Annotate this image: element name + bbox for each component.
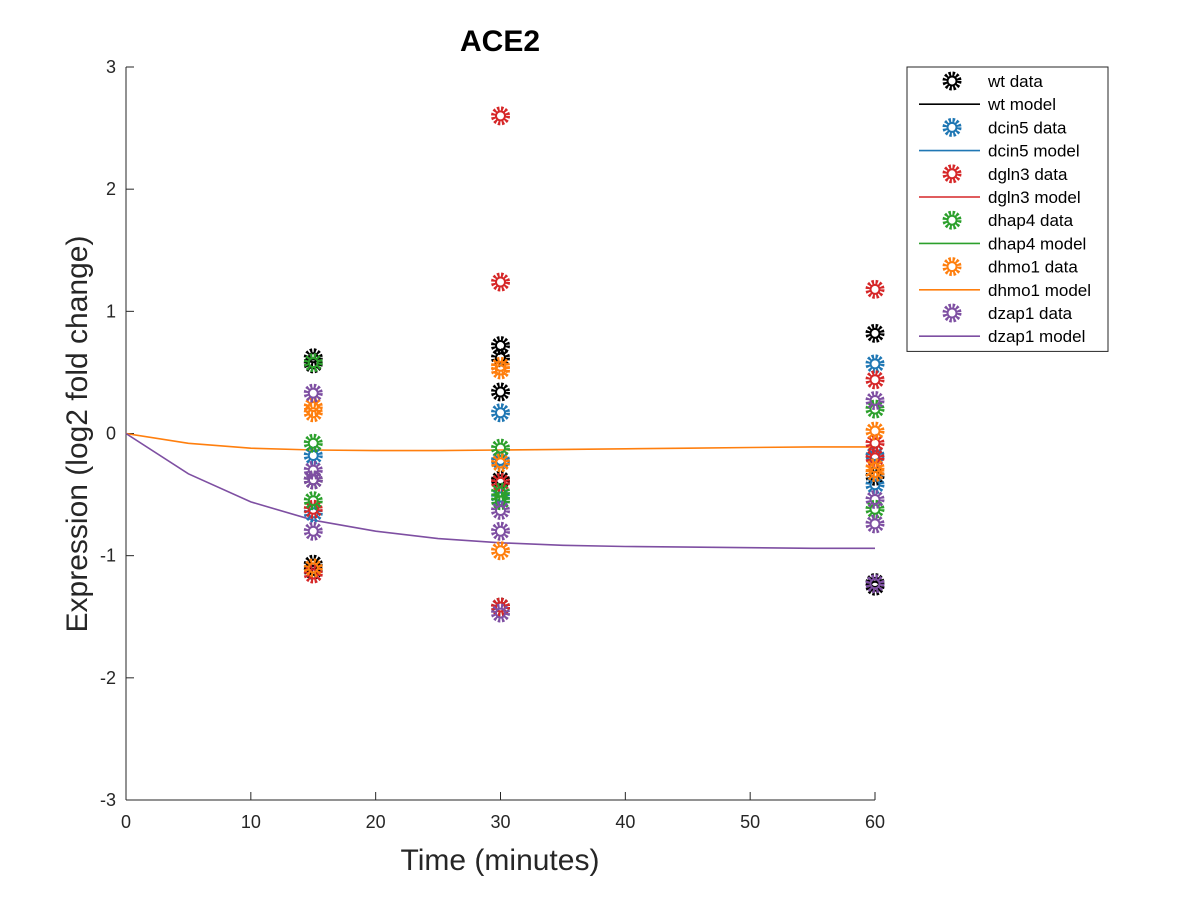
data-point-wt-data	[865, 323, 885, 343]
data-point-dzap1-data	[303, 383, 323, 403]
legend-marker	[942, 210, 962, 230]
y-tick-label: -3	[100, 790, 116, 810]
data-point-dcin5-data	[865, 475, 885, 495]
data-point-dgln3-data	[865, 370, 885, 390]
data-point-dcin5-data	[303, 445, 323, 465]
data-point-dhmo1-data	[865, 463, 885, 483]
y-axis-label: Expression (log2 fold change)	[61, 236, 94, 633]
data-point-dzap1-data	[491, 500, 510, 520]
legend-entry-label: dcin5 model	[988, 142, 1080, 161]
legend-marker	[942, 71, 962, 91]
series-line-dhmo1-model	[125, 432, 875, 452]
y-tick-label: -2	[100, 668, 116, 688]
x-tick-label: 40	[615, 812, 635, 832]
legend: wt data wt model dcin5 data dcin5 model dgln…	[906, 66, 1109, 352]
x-axis-label: Time (minutes)	[401, 844, 600, 877]
series-line-dzap1-model	[125, 432, 875, 550]
data-point-dhmo1-data	[303, 558, 323, 578]
data-point-dzap1-data	[865, 391, 885, 411]
legend-entry-label: dgln3 model	[988, 188, 1081, 207]
legend-marker	[942, 164, 962, 184]
x-tick-label: 50	[740, 812, 760, 832]
legend-entry-label: dgln3 data	[988, 165, 1068, 184]
data-point-dhap4-data	[303, 491, 323, 511]
data-point-dzap1-data	[491, 521, 510, 541]
y-tick-label: 1	[106, 301, 116, 321]
legend-entry-label: dhmo1 data	[988, 258, 1078, 277]
y-tick-label: -1	[100, 546, 116, 566]
data-point-dzap1-data	[865, 574, 885, 594]
x-tick-label: 10	[241, 812, 261, 832]
legend-entry-label: dhmo1 model	[988, 281, 1091, 300]
legend-entry-label: wt model	[987, 95, 1056, 114]
x-tick-label: 30	[490, 812, 510, 832]
chart-title: ACE2	[460, 25, 540, 58]
data-point-dzap1-data	[865, 489, 885, 509]
data-point-dcin5-data	[491, 403, 510, 423]
data-point-dhap4-data	[303, 353, 323, 373]
data-point-dhmo1-data	[865, 421, 885, 441]
data-point-dzap1-data	[865, 514, 885, 534]
data-point-wt-data	[491, 382, 510, 402]
legend-entry-label: dhap4 data	[988, 211, 1074, 230]
legend-marker	[942, 303, 962, 323]
legend-entry-label: dzap1 data	[988, 304, 1073, 323]
data-point-dhap4-data	[303, 433, 323, 453]
x-tick-label: 0	[121, 812, 131, 832]
legend-entry-label: dhap4 model	[988, 234, 1086, 253]
legend-entry-label: dzap1 model	[988, 327, 1085, 346]
legend-marker	[942, 257, 962, 277]
legend-marker	[942, 117, 962, 137]
data-point-dgln3-data	[865, 279, 885, 299]
legend-entry-label: dcin5 data	[988, 118, 1067, 137]
data-point-dgln3-data	[865, 433, 885, 453]
y-tick-label: 3	[106, 57, 116, 77]
x-tick-label: 20	[366, 812, 386, 832]
legend-entry-label: wt data	[987, 72, 1043, 91]
data-point-dzap1-data	[303, 470, 323, 490]
data-point-dzap1-data	[303, 521, 323, 541]
data-point-dhap4-data	[491, 438, 510, 458]
y-tick-label: 0	[106, 424, 116, 444]
data-point-dgln3-data	[491, 106, 510, 126]
data-point-wt-data	[491, 336, 510, 356]
data-point-dgln3-data	[491, 272, 510, 292]
data-point-dhmo1-data	[491, 360, 510, 380]
data-point-dhmo1-data	[491, 453, 510, 473]
data-point-dzap1-data	[491, 603, 510, 623]
y-tick-label: 2	[106, 179, 116, 199]
data-point-dhmo1-data	[303, 403, 323, 423]
legend-box	[906, 66, 1109, 352]
x-tick-label: 60	[865, 812, 885, 832]
data-point-dhmo1-data	[491, 541, 510, 561]
plot-area: 0 10 20 30 40 50 60 -3 -2 -1 0 1 2 3	[100, 57, 885, 832]
data-point-dcin5-data	[865, 354, 885, 374]
